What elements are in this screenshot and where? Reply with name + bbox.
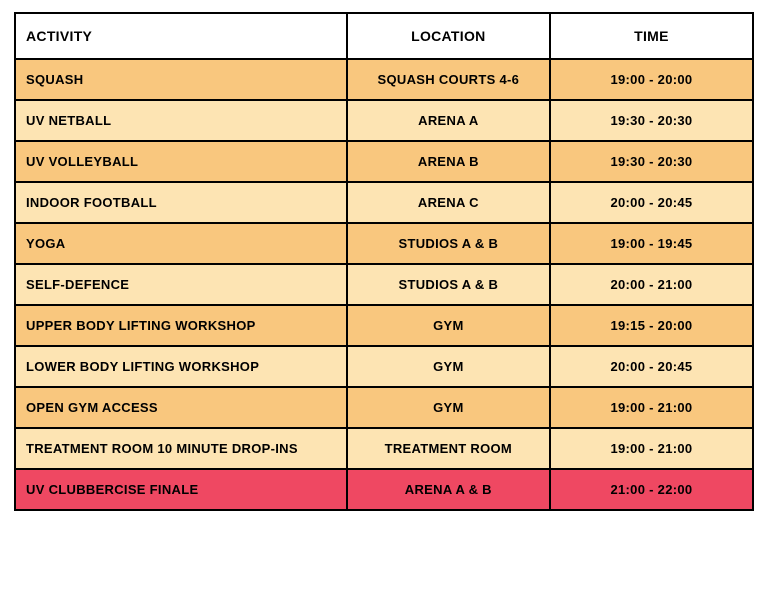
cell-location: ARENA B xyxy=(347,141,550,182)
cell-time: 19:30 - 20:30 xyxy=(550,100,753,141)
cell-time: 19:00 - 19:45 xyxy=(550,223,753,264)
cell-time: 19:30 - 20:30 xyxy=(550,141,753,182)
cell-activity: INDOOR FOOTBALL xyxy=(15,182,347,223)
cell-time: 20:00 - 21:00 xyxy=(550,264,753,305)
table-row: UPPER BODY LIFTING WORKSHOPGYM19:15 - 20… xyxy=(15,305,753,346)
table-header-row: ACTIVITY LOCATION TIME xyxy=(15,13,753,59)
cell-location: ARENA A xyxy=(347,100,550,141)
cell-time: 20:00 - 20:45 xyxy=(550,182,753,223)
cell-time: 19:00 - 20:00 xyxy=(550,59,753,100)
cell-location: GYM xyxy=(347,346,550,387)
table-row: SELF-DEFENCESTUDIOS A & B20:00 - 21:00 xyxy=(15,264,753,305)
cell-location: STUDIOS A & B xyxy=(347,264,550,305)
schedule-table: ACTIVITY LOCATION TIME SQUASHSQUASH COUR… xyxy=(14,12,754,511)
table-row: YOGASTUDIOS A & B19:00 - 19:45 xyxy=(15,223,753,264)
table-row: TREATMENT ROOM 10 MINUTE DROP-INSTREATME… xyxy=(15,428,753,469)
cell-activity: UPPER BODY LIFTING WORKSHOP xyxy=(15,305,347,346)
col-header-activity: ACTIVITY xyxy=(15,13,347,59)
col-header-location: LOCATION xyxy=(347,13,550,59)
cell-activity: UV CLUBBERCISE FINALE xyxy=(15,469,347,510)
cell-location: STUDIOS A & B xyxy=(347,223,550,264)
table-body: SQUASHSQUASH COURTS 4-619:00 - 20:00UV N… xyxy=(15,59,753,510)
cell-activity: SQUASH xyxy=(15,59,347,100)
col-header-time: TIME xyxy=(550,13,753,59)
table-row: LOWER BODY LIFTING WORKSHOPGYM20:00 - 20… xyxy=(15,346,753,387)
cell-location: TREATMENT ROOM xyxy=(347,428,550,469)
cell-time: 21:00 - 22:00 xyxy=(550,469,753,510)
cell-activity: UV NETBALL xyxy=(15,100,347,141)
cell-activity: TREATMENT ROOM 10 MINUTE DROP-INS xyxy=(15,428,347,469)
cell-activity: YOGA xyxy=(15,223,347,264)
cell-location: ARENA C xyxy=(347,182,550,223)
table-row: UV NETBALLARENA A19:30 - 20:30 xyxy=(15,100,753,141)
table-row: INDOOR FOOTBALLARENA C20:00 - 20:45 xyxy=(15,182,753,223)
cell-time: 19:15 - 20:00 xyxy=(550,305,753,346)
cell-location: ARENA A & B xyxy=(347,469,550,510)
schedule-container: ACTIVITY LOCATION TIME SQUASHSQUASH COUR… xyxy=(0,0,768,523)
cell-activity: OPEN GYM ACCESS xyxy=(15,387,347,428)
table-row: UV CLUBBERCISE FINALEARENA A & B21:00 - … xyxy=(15,469,753,510)
cell-time: 19:00 - 21:00 xyxy=(550,387,753,428)
cell-time: 19:00 - 21:00 xyxy=(550,428,753,469)
cell-activity: LOWER BODY LIFTING WORKSHOP xyxy=(15,346,347,387)
cell-activity: SELF-DEFENCE xyxy=(15,264,347,305)
cell-time: 20:00 - 20:45 xyxy=(550,346,753,387)
table-row: UV VOLLEYBALLARENA B19:30 - 20:30 xyxy=(15,141,753,182)
cell-location: GYM xyxy=(347,387,550,428)
cell-location: GYM xyxy=(347,305,550,346)
table-row: OPEN GYM ACCESSGYM19:00 - 21:00 xyxy=(15,387,753,428)
table-header: ACTIVITY LOCATION TIME xyxy=(15,13,753,59)
cell-location: SQUASH COURTS 4-6 xyxy=(347,59,550,100)
table-row: SQUASHSQUASH COURTS 4-619:00 - 20:00 xyxy=(15,59,753,100)
cell-activity: UV VOLLEYBALL xyxy=(15,141,347,182)
